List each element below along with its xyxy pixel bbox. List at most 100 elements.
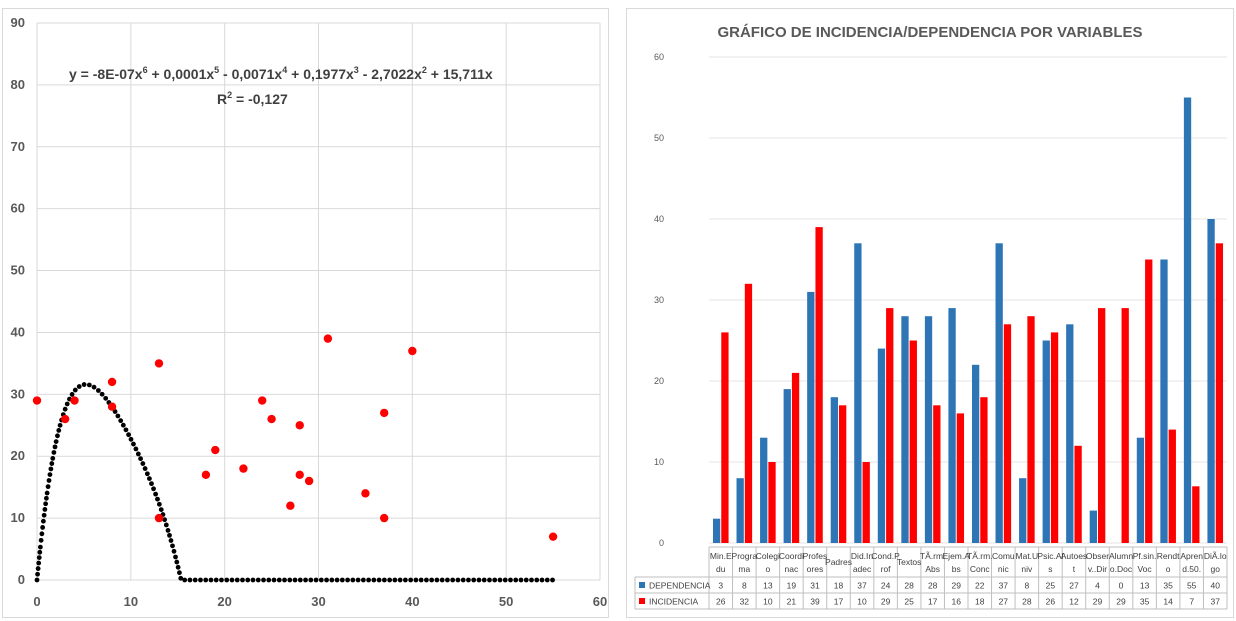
category-label: rof <box>881 564 892 574</box>
trendline-dot <box>34 577 40 583</box>
category-label: Min.E <box>710 551 732 561</box>
y-tick-label: 60 <box>654 52 664 62</box>
trendline-dot <box>115 413 121 419</box>
y-tick-label: 30 <box>654 295 664 305</box>
trendline-dot <box>165 527 171 533</box>
category-label: Textos <box>897 557 922 567</box>
trendline-dot <box>43 501 49 507</box>
category-label: Pf.sin. <box>1133 551 1157 561</box>
trendline-dot <box>52 444 58 450</box>
trendline-dot <box>135 451 141 457</box>
bar-dependencia <box>1089 510 1097 543</box>
trendline-dot <box>142 466 148 471</box>
category-label: Colegi <box>756 551 780 561</box>
bar-incidencia <box>1027 316 1035 543</box>
bar-incidencia <box>791 372 800 543</box>
table-value: 29 <box>1093 597 1103 607</box>
table-value: 16 <box>951 597 961 607</box>
y-tick-label: 60 <box>11 201 25 216</box>
scatter-point <box>60 414 70 424</box>
trendline-dot <box>158 507 164 513</box>
trendline-dot <box>282 577 287 583</box>
bar-incidencia <box>721 332 729 543</box>
trendline-dot <box>55 433 60 439</box>
trendline-dot <box>550 577 555 583</box>
bar-incidencia <box>1121 308 1129 543</box>
bar-dependencia <box>1136 437 1145 543</box>
y-tick-label: 50 <box>654 133 664 143</box>
trendline-dot <box>408 577 414 583</box>
scatter-point <box>201 470 211 479</box>
trendline-dot <box>51 450 57 455</box>
table-value: 17 <box>928 597 938 607</box>
trendline-dot <box>413 577 419 583</box>
legend-key-incidencia <box>639 598 645 604</box>
trendline-dot <box>99 391 105 397</box>
x-tick-label: 30 <box>311 594 325 609</box>
trendline-dot <box>151 486 156 492</box>
trendline-dot <box>171 548 177 554</box>
x-tick-label: 50 <box>499 594 513 609</box>
scatter-chart: 0 10 20 30 40 50 60 70 80 90 0 10 20 30 40 50 60 y = -8… <box>11 15 608 609</box>
table-value: 13 <box>763 581 773 591</box>
table-value: 8 <box>742 581 747 591</box>
x-tick-label: 40 <box>405 594 419 609</box>
trendline-dot <box>439 577 445 583</box>
bar-incidencia <box>862 462 870 543</box>
scatter-point <box>211 445 220 455</box>
trendline-dot <box>91 384 97 390</box>
trendline-dot <box>40 518 46 524</box>
bar-incidencia <box>839 405 847 543</box>
trendline-dot <box>64 401 70 407</box>
trendline-dot <box>47 472 53 478</box>
trendline-dot <box>523 577 529 583</box>
bar-dependencia <box>736 478 744 543</box>
scatter-point <box>379 408 389 418</box>
scatter-point <box>295 421 304 430</box>
category-label: Progra <box>732 551 758 561</box>
bar-dependencia <box>1160 259 1168 543</box>
trendline-dot <box>261 577 266 583</box>
trendline-dot <box>95 388 101 393</box>
bar-chart: GRÁFICO DE INCIDENCIA/DEPENDENCIA POR VA… <box>634 24 1228 610</box>
category-label: bs <box>952 564 961 574</box>
bar-dependencia <box>830 397 838 543</box>
table-value: 35 <box>1163 581 1173 591</box>
trendline-dot <box>81 382 87 387</box>
category-label: Padres <box>825 557 852 567</box>
scatter-point <box>295 470 304 479</box>
trendline-dot <box>392 577 398 583</box>
category-label: du <box>716 564 726 574</box>
trendline-dot <box>450 577 456 583</box>
bar-dependencia <box>1042 340 1050 543</box>
trendline-dot <box>187 577 193 583</box>
bar-dependencia <box>1183 97 1192 543</box>
trendline-dot <box>402 577 408 583</box>
trendline-dot <box>138 456 143 462</box>
category-label: Profes <box>803 551 828 561</box>
category-label: Coordi <box>779 551 804 561</box>
category-label: Abs <box>925 564 940 574</box>
trendline-dot <box>213 577 219 583</box>
trendline-dot <box>487 577 492 583</box>
bar-incidencia <box>956 413 965 543</box>
trendline-dot <box>418 577 424 583</box>
bar-dependencia <box>783 389 791 543</box>
trendline-dot <box>518 577 524 583</box>
category-label: nic <box>998 564 1010 574</box>
trendline-equation: y = -8E-07x6 + 0,0001x5 - 0,0071x4 + 0,1… <box>69 65 493 82</box>
category-label: Did.In <box>851 551 873 561</box>
table-value: 17 <box>834 597 844 607</box>
trendline-dot <box>126 432 131 438</box>
table-value: 28 <box>1022 597 1032 607</box>
bar-dependencia <box>901 316 909 543</box>
category-label: TÃ.rm. <box>920 551 946 561</box>
trendline-dot <box>48 466 54 472</box>
category-label: o <box>1166 564 1171 574</box>
table-value: 26 <box>716 597 726 607</box>
trendline-dot <box>170 543 175 549</box>
category-label: o.Doc <box>1110 564 1133 574</box>
x-tick-label: 0 <box>33 594 40 609</box>
trendline-dot <box>271 577 277 583</box>
category-label: go <box>1210 564 1220 574</box>
